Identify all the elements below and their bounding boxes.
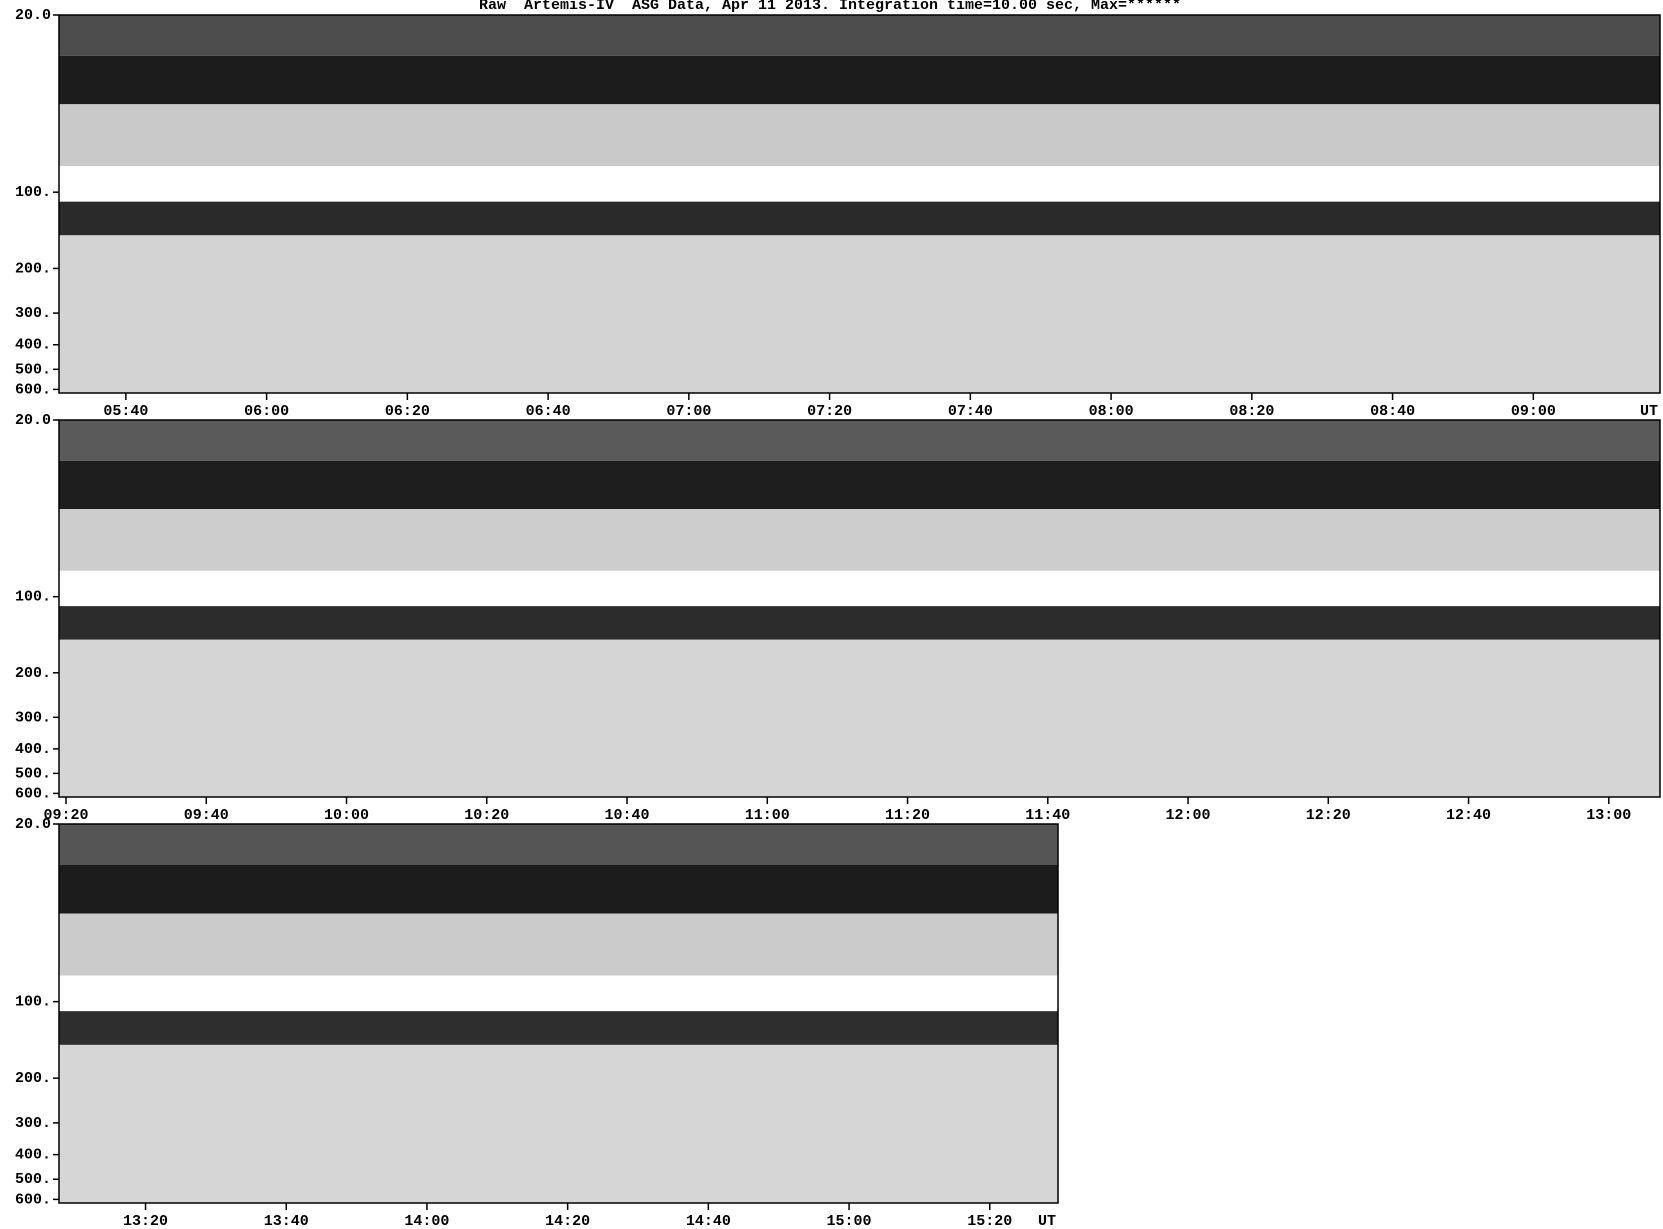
y-tick-label: 300. xyxy=(15,1115,51,1132)
spectral-band xyxy=(59,55,1660,105)
spectral-band xyxy=(59,509,1660,571)
x-tick-label: 06:40 xyxy=(526,403,571,420)
x-tick-label: 12:00 xyxy=(1166,807,1211,824)
spectral-band xyxy=(59,166,1660,202)
x-tick-label: 07:40 xyxy=(948,403,993,420)
spectral-band xyxy=(59,15,1660,56)
spectral-band xyxy=(59,235,1660,393)
spectral-band xyxy=(59,865,1058,914)
y-tick-label: 300. xyxy=(15,305,51,322)
spectral-band xyxy=(59,201,1660,236)
x-tick-label: 06:00 xyxy=(244,403,289,420)
plot-frame xyxy=(58,419,1661,798)
spectral-band xyxy=(59,420,1660,461)
x-axis-label: UT xyxy=(1038,1213,1056,1229)
spectral-band xyxy=(59,639,1660,797)
y-tick-label: 100. xyxy=(15,994,51,1011)
y-tick-label: 500. xyxy=(15,361,51,378)
x-tick-label: 12:20 xyxy=(1306,807,1351,824)
spectral-band xyxy=(59,606,1660,640)
spectral-band xyxy=(59,460,1660,510)
y-tick-label: 20.0 xyxy=(15,816,51,833)
spectral-band xyxy=(59,1044,1058,1203)
x-axis-label: UT xyxy=(1640,403,1658,420)
y-tick-label: 100. xyxy=(15,589,51,606)
x-tick-label: 10:40 xyxy=(605,807,650,824)
y-tick-label: 400. xyxy=(15,1147,51,1164)
x-tick-label: 07:20 xyxy=(807,403,852,420)
y-tick-label: 600. xyxy=(15,785,51,802)
y-tick-label: 300. xyxy=(15,709,51,726)
x-tick-label: 09:20 xyxy=(44,807,89,824)
x-tick-label: 11:40 xyxy=(1025,807,1070,824)
x-tick-label: 08:20 xyxy=(1229,403,1274,420)
spectral-band xyxy=(59,913,1058,976)
x-tick-label: 14:40 xyxy=(686,1213,731,1229)
x-tick-label: 10:00 xyxy=(324,807,369,824)
x-tick-label: 08:40 xyxy=(1370,403,1415,420)
x-tick-label: 13:40 xyxy=(264,1213,309,1229)
x-tick-label: 12:40 xyxy=(1446,807,1491,824)
spectral-band xyxy=(59,1011,1058,1045)
spectral-band xyxy=(59,824,1058,866)
x-tick-label: 07:00 xyxy=(666,403,711,420)
x-tick-label: 09:40 xyxy=(184,807,229,824)
x-tick-label: 15:20 xyxy=(967,1213,1012,1229)
x-tick-label: 06:20 xyxy=(385,403,430,420)
y-tick-label: 400. xyxy=(15,337,51,354)
y-tick-label: 20.0 xyxy=(15,7,51,24)
y-tick-label: 500. xyxy=(15,1171,51,1188)
chart-title: Raw Artemis-IV ASG Data, Apr 11 2013. In… xyxy=(479,0,1181,14)
y-tick-label: 200. xyxy=(15,665,51,682)
x-tick-label: 05:40 xyxy=(103,403,148,420)
x-tick-label: 14:20 xyxy=(545,1213,590,1229)
x-tick-label: 10:20 xyxy=(464,807,509,824)
y-tick-label: 500. xyxy=(15,765,51,782)
spectral-band xyxy=(59,104,1660,167)
x-tick-label: 15:00 xyxy=(827,1213,872,1229)
y-tick-label: 20.0 xyxy=(15,412,51,429)
x-tick-label: 08:00 xyxy=(1089,403,1134,420)
y-tick-label: 100. xyxy=(15,184,51,201)
x-tick-label: 09:00 xyxy=(1511,403,1556,420)
plot-frame xyxy=(58,14,1661,394)
y-tick-label: 600. xyxy=(15,381,51,398)
spectral-band xyxy=(59,975,1058,1012)
y-tick-label: 400. xyxy=(15,741,51,758)
spectral-band xyxy=(59,570,1660,607)
y-tick-label: 200. xyxy=(15,260,51,277)
plot-frame xyxy=(58,823,1059,1204)
x-tick-label: 13:20 xyxy=(123,1213,168,1229)
x-tick-label: 14:00 xyxy=(404,1213,449,1229)
x-tick-label: 11:20 xyxy=(885,807,930,824)
x-tick-label: 11:00 xyxy=(745,807,790,824)
y-tick-label: 600. xyxy=(15,1191,51,1208)
y-tick-label: 200. xyxy=(15,1070,51,1087)
x-tick-label: 13:00 xyxy=(1586,807,1631,824)
